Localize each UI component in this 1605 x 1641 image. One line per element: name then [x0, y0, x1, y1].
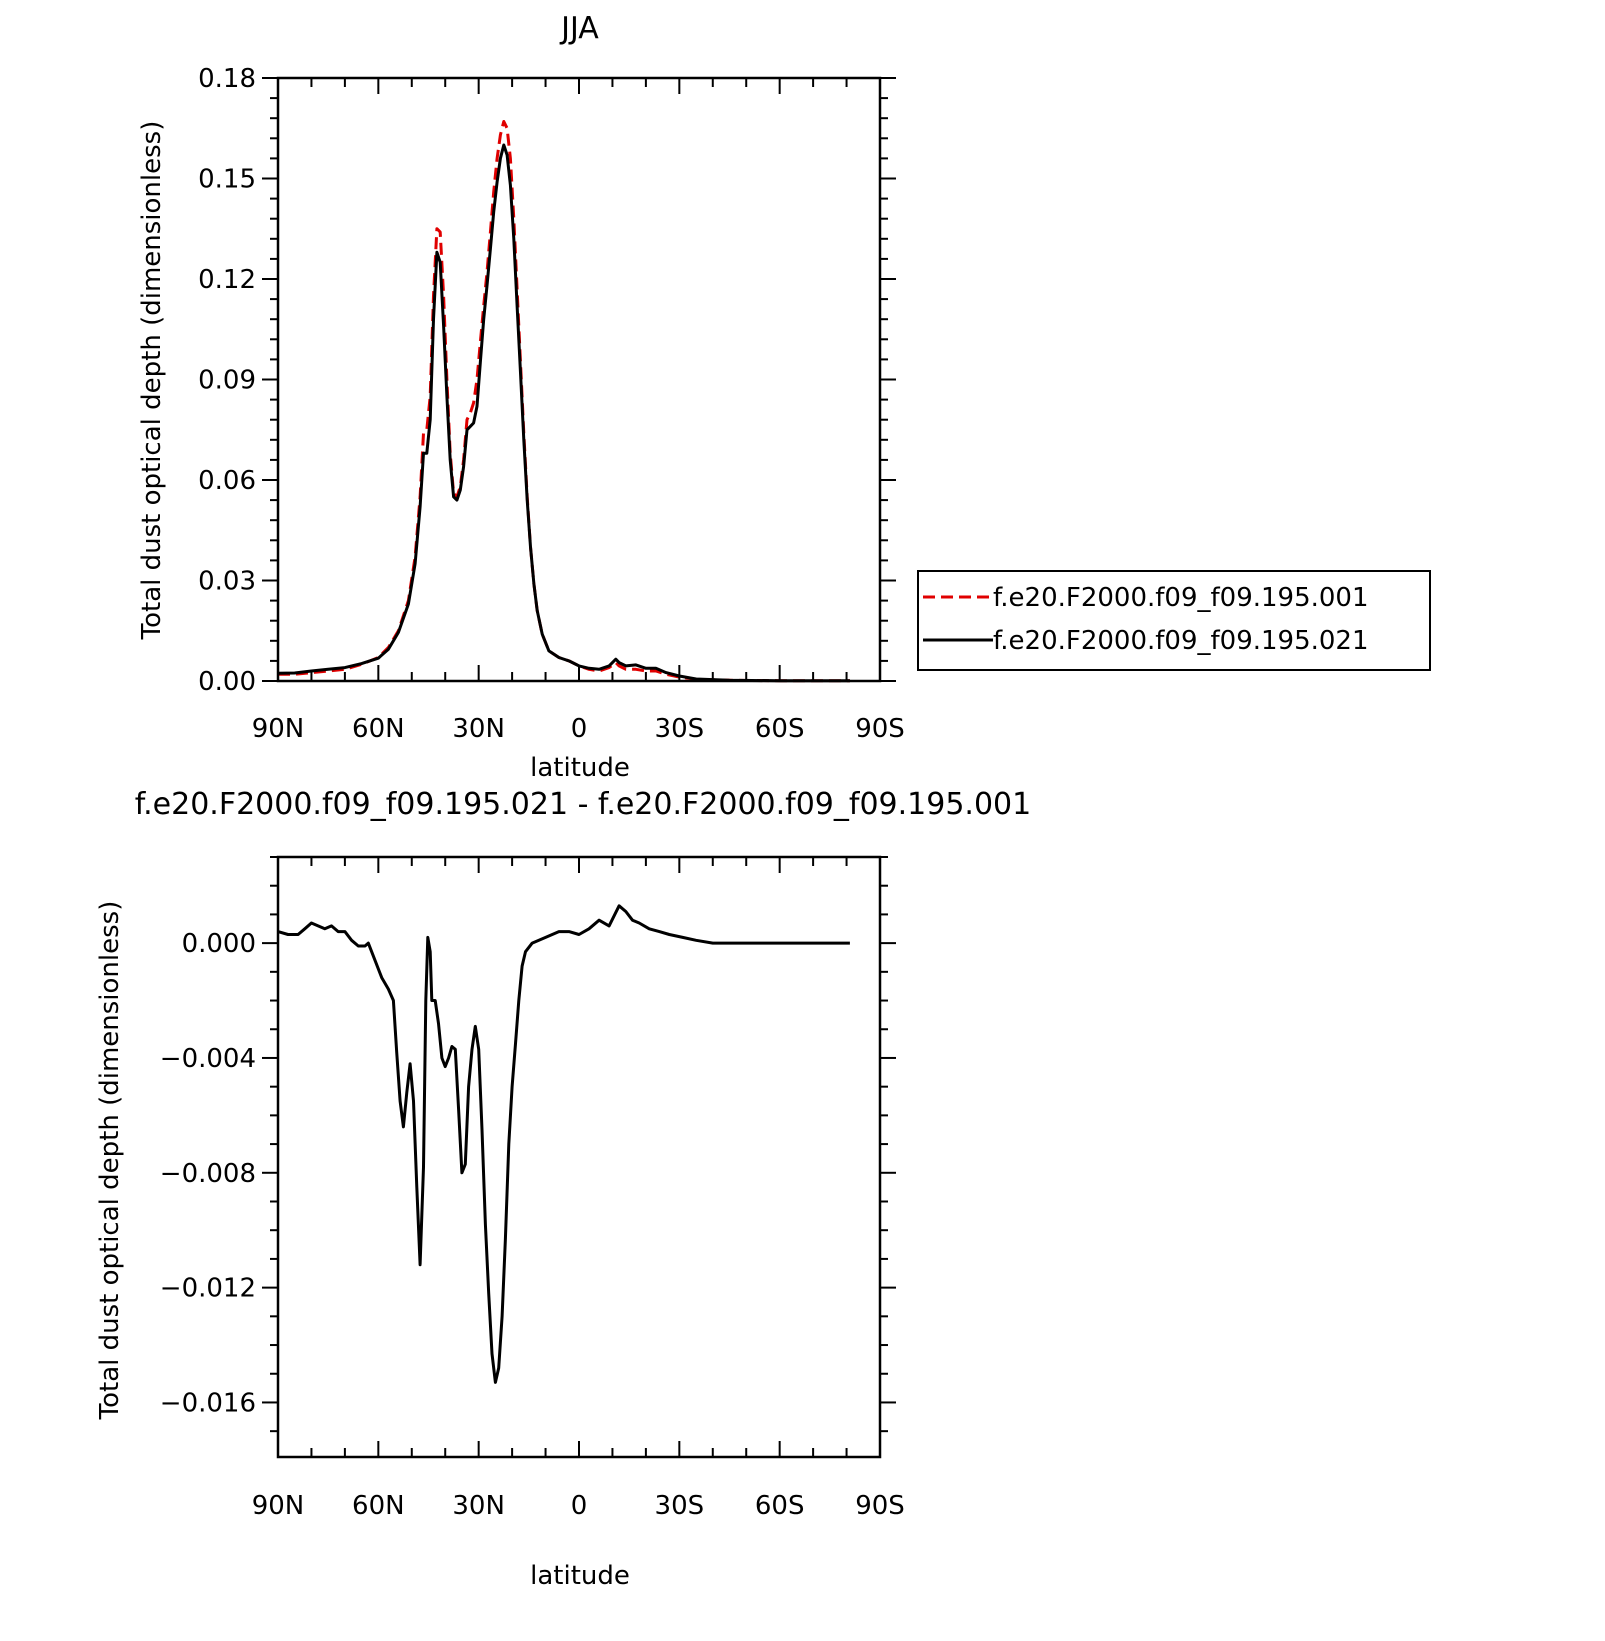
top-x-axis-label: latitude [530, 753, 630, 783]
bottom-x-axis-label: latitude [530, 1561, 630, 1591]
top-x-tick-label: 60S [755, 714, 805, 744]
bottom-y-tick-label: −0.008 [160, 1159, 256, 1189]
top-x-tick-label: 30N [452, 714, 505, 744]
bottom-panel: f.e20.F2000.f09_f09.195.021 - f.e20.F200… [95, 787, 1031, 1591]
top-plot-lines [277, 120, 850, 683]
top-series-line-0 [278, 120, 850, 683]
top-plot-frame [276, 76, 882, 683]
bottom-y-tick-label: −0.012 [160, 1274, 256, 1304]
top-title: JJA [559, 11, 599, 46]
bottom-series-line-0 [277, 904, 850, 1384]
bottom-x-tick-label: 90S [855, 1491, 905, 1521]
bottom-x-tick-label: 30S [655, 1491, 705, 1521]
top-y-tick-label: 0.06 [198, 466, 256, 496]
top-x-tick-label: 0 [571, 714, 588, 744]
top-x-tick-label: 90N [252, 714, 305, 744]
bottom-y-tick-label: −0.004 [160, 1044, 256, 1074]
legend: f.e20.F2000.f09_f09.195.001 f.e20.F2000.… [917, 570, 1431, 671]
top-y-tick-label: 0.12 [198, 265, 256, 295]
legend-label-001: f.e20.F2000.f09_f09.195.001 [993, 583, 1369, 613]
bottom-y-tick-label: −0.016 [160, 1388, 256, 1418]
top-y-tick-label: 0.09 [198, 366, 256, 396]
top-x-tick-label: 30S [655, 714, 705, 744]
top-y-ticks: 0.00 0.03 0.06 0.09 0.12 0.15 0.18 [198, 64, 896, 697]
bottom-y-tick-label: 0.000 [182, 929, 256, 959]
bottom-x-tick-label: 90N [252, 1491, 305, 1521]
top-y-tick-label: 0.03 [198, 567, 256, 597]
bottom-x-tick-label: 0 [571, 1491, 588, 1521]
bottom-x-tick-label: 60S [755, 1491, 805, 1521]
bottom-x-tick-label: 30N [452, 1491, 505, 1521]
bottom-x-ticks: 90N 60N 30N 0 30S 60S 90S [252, 857, 905, 1521]
legend-box [917, 570, 1431, 671]
bottom-plot-lines [277, 904, 850, 1384]
top-y-tick-label: 0.00 [198, 667, 256, 697]
bottom-title: f.e20.F2000.f09_f09.195.021 - f.e20.F200… [135, 787, 1031, 822]
top-series-line-1 [277, 143, 850, 683]
top-x-tick-label: 90S [855, 714, 905, 744]
top-x-tick-label: 60N [352, 714, 405, 744]
top-y-axis-label: Total dust optical depth (dimensionless) [137, 121, 167, 641]
top-y-tick-label: 0.18 [198, 64, 256, 94]
top-y-tick-label: 0.15 [198, 165, 256, 195]
bottom-y-ticks: 0.000 −0.004 −0.008 −0.012 −0.016 [160, 856, 896, 1433]
bottom-x-tick-label: 60N [352, 1491, 405, 1521]
top-x-ticks: 90N 60N 30N 0 30S 60S 90S [252, 78, 905, 744]
bottom-y-axis-label: Total dust optical depth (dimensionless) [95, 901, 125, 1421]
top-panel: JJA 90N 60N 30N 0 30S 60S 90S 0.00 0.03 0.06 0.09… [137, 11, 1431, 783]
legend-label-021: f.e20.F2000.f09_f09.195.021 [993, 626, 1369, 656]
